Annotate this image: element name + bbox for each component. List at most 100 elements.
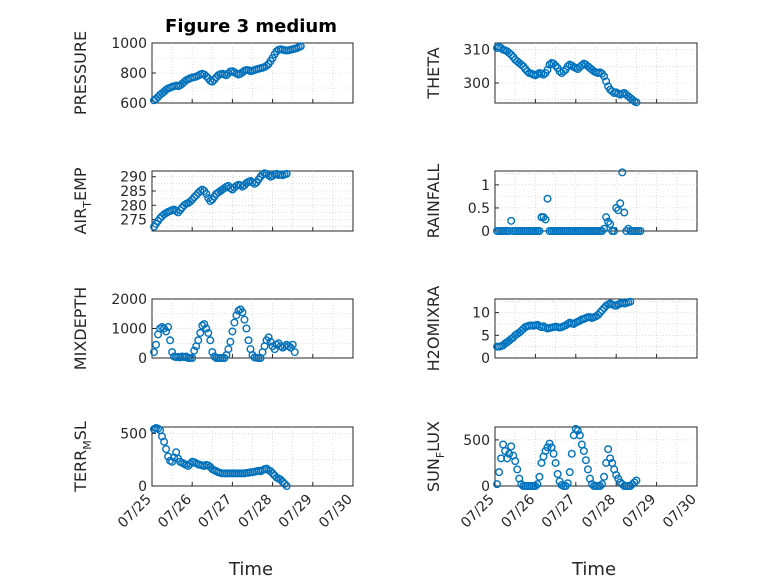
x-axis-label-left: Time bbox=[228, 559, 273, 580]
data-point bbox=[226, 337, 235, 346]
x-tick-label: 07/29 bbox=[620, 492, 660, 532]
data-point bbox=[632, 98, 641, 107]
y-axis-label-main: SUN bbox=[424, 458, 443, 492]
x-tick-label: 07/29 bbox=[276, 492, 316, 532]
y-axis-label-rest: EMP bbox=[71, 167, 90, 201]
y-tick-label: 2000 bbox=[111, 292, 147, 308]
y-tick-label: 0 bbox=[138, 479, 147, 495]
data-point bbox=[168, 348, 177, 357]
y-tick-label: 290 bbox=[120, 170, 147, 186]
data-point bbox=[535, 226, 544, 235]
data-point bbox=[579, 446, 588, 455]
y-axis-label-subscript: M bbox=[81, 440, 94, 450]
data-point bbox=[543, 65, 552, 74]
data-point bbox=[602, 213, 611, 222]
y-tick-label: 1 bbox=[481, 178, 490, 194]
data-point bbox=[174, 208, 183, 217]
data-point bbox=[549, 59, 558, 68]
data-point bbox=[620, 208, 629, 217]
y-tick-label: 800 bbox=[120, 66, 147, 82]
data-point bbox=[202, 189, 211, 198]
data-point bbox=[150, 348, 159, 357]
data-point bbox=[606, 454, 615, 463]
subplot-6: 0 5 10 H2OMIXRA bbox=[424, 286, 698, 371]
data-point bbox=[495, 468, 504, 477]
data-point bbox=[228, 327, 237, 336]
y-axis-label-main: AIR bbox=[71, 208, 90, 235]
data-point bbox=[567, 449, 576, 458]
data-point bbox=[230, 318, 239, 327]
data-point bbox=[543, 194, 552, 203]
data-point bbox=[551, 458, 560, 467]
data-point bbox=[166, 336, 175, 345]
y-axis-label-rest: LUX bbox=[424, 421, 443, 452]
y-tick-label: 0.5 bbox=[468, 201, 490, 217]
data-point bbox=[154, 424, 163, 433]
data-point bbox=[521, 64, 530, 73]
data-point bbox=[196, 328, 205, 337]
y-axis-label-main: TERR bbox=[71, 450, 90, 493]
data-point bbox=[206, 336, 215, 345]
data-point bbox=[618, 168, 627, 177]
data-point bbox=[551, 61, 560, 70]
y-tick-label: 5 bbox=[481, 328, 490, 344]
data-point bbox=[152, 94, 161, 103]
y-axis-label-rest: SL bbox=[71, 421, 90, 440]
data-point bbox=[505, 449, 514, 458]
data-point bbox=[565, 468, 574, 477]
data-point bbox=[288, 340, 297, 349]
y-tick-label: 285 bbox=[120, 184, 147, 200]
x-tick-label: 07/27 bbox=[195, 492, 235, 532]
data-point bbox=[278, 477, 287, 486]
data-point bbox=[598, 306, 607, 315]
data-point bbox=[184, 461, 193, 470]
data-point bbox=[612, 203, 621, 212]
data-point bbox=[272, 340, 281, 349]
data-point bbox=[581, 456, 590, 465]
y-tick-label: 1000 bbox=[111, 36, 147, 52]
y-tick-label: 1000 bbox=[111, 322, 147, 338]
data-point bbox=[626, 297, 635, 306]
y-axis-label-subscript: T bbox=[81, 201, 94, 209]
x-tick-label: 07/25 bbox=[115, 492, 155, 532]
data-point bbox=[497, 44, 506, 53]
y-axis-label: RAINFALL bbox=[424, 164, 443, 239]
data-point bbox=[533, 480, 542, 489]
data-point bbox=[204, 328, 213, 337]
data-point bbox=[507, 216, 516, 225]
y-tick-label: 10 bbox=[472, 306, 490, 322]
data-point bbox=[596, 308, 605, 317]
data-point bbox=[172, 206, 181, 215]
data-point bbox=[180, 201, 189, 210]
x-tick-label: 07/26 bbox=[155, 491, 195, 531]
y-tick-label: 280 bbox=[120, 198, 147, 214]
subplot-4: 0 0.5 1 RAINFALL bbox=[424, 164, 698, 240]
data-point bbox=[531, 482, 540, 491]
data-point bbox=[190, 346, 199, 355]
data-point bbox=[244, 336, 253, 345]
data-point bbox=[290, 348, 299, 357]
data-point bbox=[152, 340, 161, 349]
data-point bbox=[604, 217, 613, 226]
data-point bbox=[606, 220, 615, 229]
data-point bbox=[266, 467, 275, 476]
data-point bbox=[507, 442, 516, 451]
data-point bbox=[186, 197, 195, 206]
data-point bbox=[507, 50, 516, 59]
y-tick-label: 0 bbox=[481, 351, 490, 367]
data-point bbox=[630, 478, 639, 487]
data-point bbox=[539, 70, 548, 79]
x-tick-label: 07/25 bbox=[458, 492, 498, 532]
data-point bbox=[164, 323, 173, 332]
y-axis-label: AIRTEMP bbox=[71, 167, 94, 234]
data-point bbox=[632, 476, 641, 485]
y-axis-label: PRESSURE bbox=[71, 31, 90, 115]
x-tick-label: 07/30 bbox=[316, 492, 356, 532]
data-point bbox=[598, 226, 607, 235]
figure-title: Figure 3 medium bbox=[165, 16, 337, 37]
data-point bbox=[505, 49, 514, 58]
data-point bbox=[511, 457, 520, 466]
data-point bbox=[583, 465, 592, 474]
x-tick-label: 07/27 bbox=[539, 492, 579, 532]
